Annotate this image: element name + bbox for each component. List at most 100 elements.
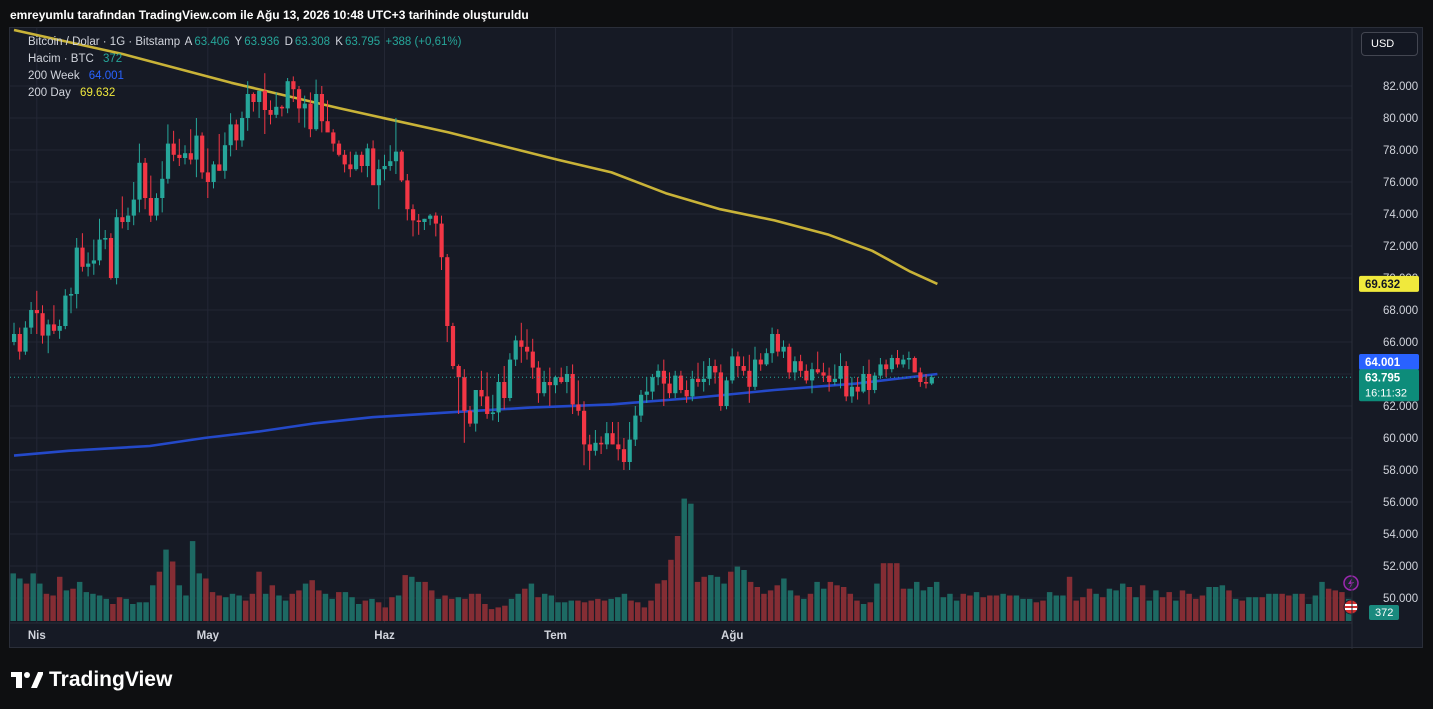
candle-body [17, 334, 22, 352]
y-tick-label: 52.000 [1383, 561, 1418, 573]
volume-bar [362, 600, 369, 621]
volume-bar [987, 595, 993, 621]
candle-body [929, 377, 934, 384]
legend-ma-day-row[interactable]: 200 Day 69.632 [28, 87, 117, 99]
candle-body [530, 351, 535, 368]
volume-bar [37, 583, 43, 621]
candle-body [536, 367, 541, 394]
volume-bar [615, 597, 621, 621]
volume-bar [1139, 585, 1146, 621]
candle-body [724, 380, 729, 406]
volume-bar [774, 585, 780, 621]
candle-body [12, 334, 17, 342]
candle-body [730, 356, 735, 381]
volume-bar [867, 602, 873, 621]
candle-body [707, 366, 712, 379]
candle-body [513, 340, 518, 360]
volume-bar [50, 595, 56, 621]
volume-bar [110, 604, 116, 621]
volume-bar [236, 595, 242, 621]
volume-bar [1232, 598, 1239, 621]
volume-bar [860, 604, 867, 621]
candle-body [656, 370, 661, 378]
candle-body [143, 162, 148, 198]
volume-bar [1206, 587, 1212, 621]
volume-bar [1020, 598, 1026, 621]
candle-body [855, 386, 860, 392]
candle-body [348, 164, 353, 170]
volume-bar [482, 604, 488, 621]
candle-body [644, 391, 649, 395]
candle-body [758, 359, 763, 365]
flag-icon [1343, 599, 1359, 615]
volume-bar [1000, 593, 1006, 621]
y-tick-label: 62.000 [1383, 401, 1418, 413]
volume-bar [708, 575, 714, 621]
volume-bar [389, 597, 395, 621]
volume-bar [522, 588, 528, 621]
legend-ma-week-row[interactable]: 200 Week 64.001 [28, 70, 126, 82]
volume-bar [1060, 595, 1066, 621]
volume-bar [1239, 600, 1246, 621]
volume-bar [1319, 581, 1325, 621]
candle-body [673, 375, 678, 394]
volume-bar [63, 590, 70, 621]
chart-panel[interactable]: 50.000 52.000 54.000 56.000 58.000 60.000 62.0… [9, 27, 1424, 649]
volume-bar [933, 581, 940, 621]
volume-bar [1033, 602, 1040, 621]
volume-bar [907, 588, 913, 621]
volume-bar [1166, 592, 1172, 621]
candle-body [165, 143, 171, 179]
legend-volume-row[interactable]: Hacim · BTC 372 [28, 53, 124, 65]
volume-bar [30, 573, 36, 621]
legend-open-value: 63.406 [194, 36, 230, 48]
volume-bar [448, 598, 455, 621]
volume-bar [761, 593, 767, 621]
volume-tag-bg [1369, 605, 1399, 620]
volume-bar [336, 592, 342, 621]
candle-body [97, 239, 102, 261]
y-tick-label: 68.000 [1383, 305, 1418, 317]
currency-button[interactable]: USD [1361, 32, 1418, 56]
candle-body [200, 135, 205, 173]
volume-bar [229, 593, 236, 621]
candle-body [690, 378, 695, 397]
volume-bar [269, 585, 276, 621]
volume-bar [874, 583, 880, 621]
candle-body [114, 217, 119, 278]
legend-symbol[interactable]: Bitcoin / Dolar · 1G · Bitstamp [28, 36, 181, 48]
tradingview-logo[interactable]: TradingView [11, 667, 172, 693]
volume-bar [1272, 593, 1279, 621]
legend-ma-day-label: 200 Day [28, 87, 71, 99]
candle-body [63, 295, 68, 326]
volume-bar [1046, 592, 1053, 621]
candle-body [234, 124, 239, 141]
candle-body [639, 394, 644, 416]
candle-body [428, 215, 433, 219]
volume-bar [163, 549, 169, 621]
candle-body [872, 375, 877, 390]
candle-body [718, 372, 723, 406]
volume-bar [1133, 597, 1139, 621]
y-tick-label: 74.000 [1383, 209, 1418, 221]
candle-body [57, 326, 62, 331]
volume-bar [1153, 590, 1159, 621]
last-price-tag: 63.795 [1365, 372, 1401, 384]
candle-body [285, 81, 290, 109]
candle-body [735, 356, 741, 366]
volume-bar [203, 578, 209, 621]
volume-bar [369, 598, 375, 621]
candle-body [764, 353, 769, 365]
candle-body [325, 121, 330, 133]
volume-bar [1286, 595, 1292, 621]
candle-body [331, 132, 336, 144]
chart-caption: emreyumlu tarafından TradingView.com ile… [10, 8, 529, 22]
candle-body [599, 442, 604, 445]
volume-bar [781, 578, 787, 621]
y-tick-label: 76.000 [1383, 177, 1418, 189]
candlestick-chart[interactable]: 50.000 52.000 54.000 56.000 58.000 60.000 62.0… [10, 28, 1424, 649]
candle-body [422, 218, 427, 222]
legend-symbol-row[interactable]: Bitcoin / Dolar · 1G · Bitstamp A 63.406 … [28, 36, 463, 48]
volume-bar [661, 580, 668, 621]
volume-bar [847, 593, 854, 621]
